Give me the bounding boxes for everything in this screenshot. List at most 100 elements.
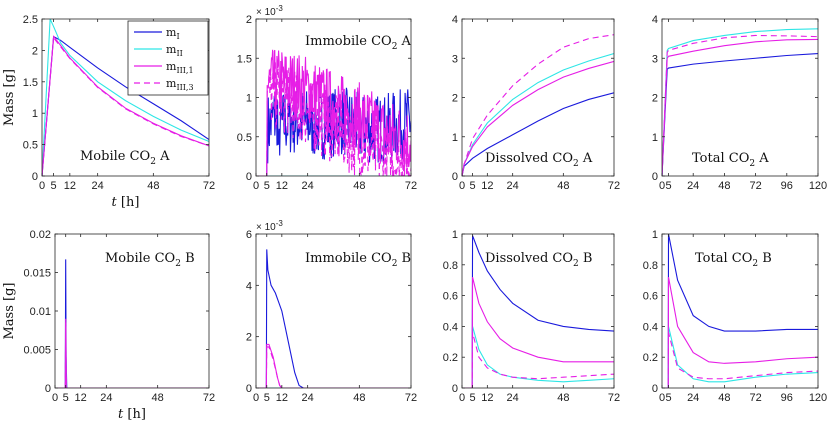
panel-annotation: Dissolved CO2 B <box>485 251 592 269</box>
y-tick-label: 0 <box>246 383 252 395</box>
x-tick-label: 0 <box>253 392 259 404</box>
series-m31 <box>256 49 411 176</box>
x-tick-label: 12 <box>481 180 493 192</box>
x-tick-label: 48 <box>557 180 569 192</box>
x-tick-label: 120 <box>809 180 827 192</box>
series-m1 <box>662 52 818 176</box>
panel-annotation: Mobile CO2 B <box>105 251 195 269</box>
y-tick-label: 0.6 <box>643 291 658 303</box>
series-m33 <box>55 322 209 388</box>
series-m31 <box>256 343 411 388</box>
x-tick-label: 24 <box>687 180 699 192</box>
panel-annotation: Immobile CO2 A <box>305 34 412 52</box>
series-m1 <box>462 92 614 176</box>
y-tick-label: 4 <box>246 280 252 292</box>
x-axis-label: t [h] <box>112 195 140 210</box>
x-tick-label: 12 <box>276 180 288 192</box>
legend-label: mIII,3 <box>166 77 194 92</box>
x-tick-label: 48 <box>152 392 164 404</box>
y-tick-label: 0.2 <box>443 352 458 364</box>
series-m1 <box>256 249 411 388</box>
x-tick-label: 72 <box>608 392 620 404</box>
series-m1 <box>55 259 209 388</box>
y-tick-label: 2 <box>452 93 458 105</box>
panel-annotation: Mobile CO2 A <box>80 149 170 167</box>
y-tick-label: 0.6 <box>443 291 458 303</box>
x-tick-label: 5 <box>665 392 671 404</box>
panel-annotation: Dissolved CO2 A <box>485 151 593 169</box>
y-exponent: × 10-3 <box>256 4 283 18</box>
series-m31 <box>662 38 818 176</box>
x-tick-label: 96 <box>781 180 793 192</box>
series-m33 <box>42 36 209 176</box>
x-tick-label: 24 <box>100 392 112 404</box>
x-tick-label: 48 <box>353 392 365 404</box>
series-m2 <box>662 326 818 388</box>
y-tick-label: 0 <box>452 171 458 183</box>
y-tick-label: 4 <box>652 14 658 26</box>
y-tick-label: 2 <box>32 45 38 57</box>
series-m2 <box>662 28 818 176</box>
panel-annotation: Total CO2 B <box>695 251 772 269</box>
y-tick-label: 1 <box>32 108 38 120</box>
x-tick-label: 72 <box>608 180 620 192</box>
x-tick-label: 12 <box>75 392 87 404</box>
legend-label: mIII,1 <box>166 60 194 75</box>
x-tick-label: 5 <box>469 180 475 192</box>
x-tick-label: 48 <box>353 180 365 192</box>
y-tick-label: 2 <box>246 14 252 26</box>
y-tick-label: 0 <box>652 383 658 395</box>
legend-entry-m1: mI <box>134 26 180 41</box>
y-tick-label: 1 <box>452 229 458 241</box>
axes-box <box>461 233 615 389</box>
axes-box <box>661 233 819 389</box>
y-tick-label: 1 <box>652 132 658 144</box>
x-tick-label: 72 <box>405 180 417 192</box>
y-tick-label: 2.5 <box>23 14 38 26</box>
x-tick-label: 24 <box>507 180 519 192</box>
y-axis-label: Mass [g] <box>2 282 17 339</box>
y-tick-label: 0.015 <box>23 268 51 280</box>
y-tick-label: 0 <box>45 383 51 395</box>
x-tick-label: 48 <box>557 392 569 404</box>
x-tick-label: 0 <box>253 180 259 192</box>
y-tick-label: 4 <box>452 14 458 26</box>
series-m33 <box>662 34 818 176</box>
x-tick-label: 5 <box>264 392 270 404</box>
x-tick-label: 48 <box>718 180 730 192</box>
y-tick-label: 1 <box>652 229 658 241</box>
y-tick-label: 0.01 <box>30 306 51 318</box>
series-m33 <box>462 332 614 388</box>
y-tick-label: 0.4 <box>643 321 658 333</box>
y-axis-label: Mass [g] <box>2 69 17 126</box>
x-tick-label: 72 <box>203 180 215 192</box>
x-tick-label: 0 <box>52 392 58 404</box>
series-m2 <box>55 326 209 388</box>
legend-entry-m33: mIII,3 <box>134 77 194 92</box>
x-axis-label: t [h] <box>118 407 146 422</box>
legend-label: mI <box>166 26 180 41</box>
y-tick-label: 3 <box>452 53 458 65</box>
y-tick-label: 0 <box>452 383 458 395</box>
x-tick-label: 5 <box>264 180 270 192</box>
y-tick-label: 3 <box>652 53 658 65</box>
x-tick-label: 0 <box>459 392 465 404</box>
x-tick-label: 12 <box>481 392 493 404</box>
y-tick-label: 0 <box>32 171 38 183</box>
x-tick-label: 0 <box>459 180 465 192</box>
x-tick-label: 72 <box>749 392 761 404</box>
x-tick-label: 0 <box>659 180 665 192</box>
series-m1 <box>256 87 411 176</box>
panel-immobile-a: 0 5 12 24 48 72 0 0.5 1 1.5 2 × 10-3 Immobile CO2 A <box>237 4 417 192</box>
legend: mI mII mIII,1 mIII,3 <box>127 20 209 96</box>
y-tick-label: 0.4 <box>443 321 458 333</box>
x-tick-label: 5 <box>665 180 671 192</box>
x-tick-label: 0 <box>659 392 665 404</box>
x-tick-label: 96 <box>781 392 793 404</box>
x-tick-label: 48 <box>147 180 159 192</box>
y-tick-label: 0.5 <box>23 140 38 152</box>
x-tick-label: 5 <box>469 392 475 404</box>
y-tick-label: 0.8 <box>643 260 658 272</box>
